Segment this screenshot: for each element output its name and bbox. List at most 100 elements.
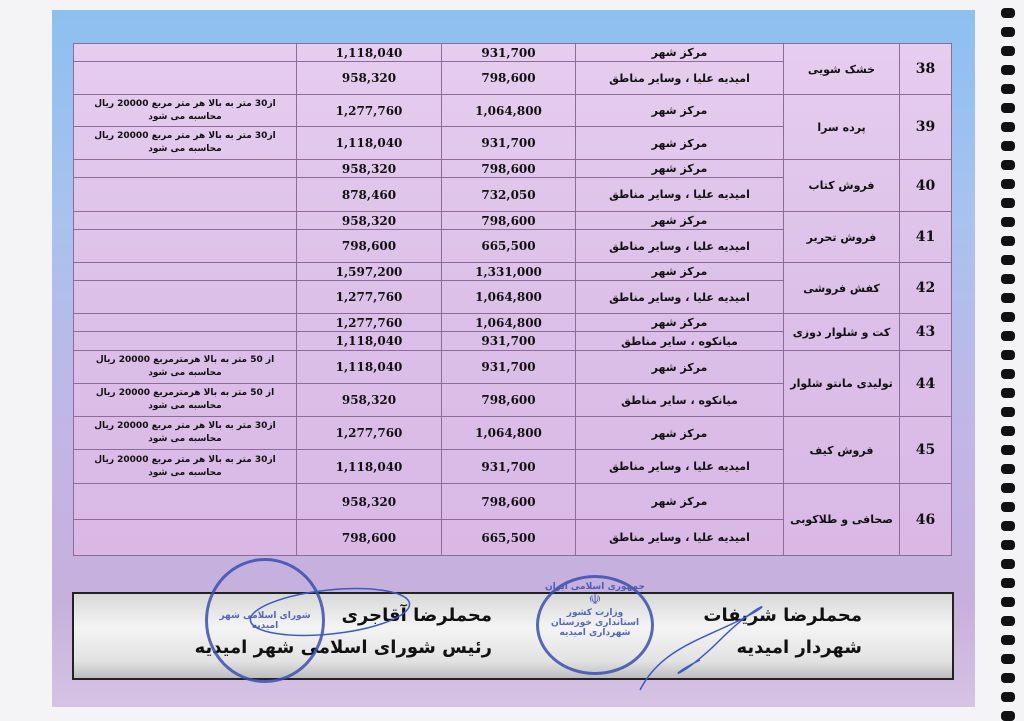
emblem-icon: ☫ [588,592,602,608]
row-number: 39 [899,94,952,160]
council-stamp: شورای اسلامی شهر امیدیه [205,558,325,683]
binding-hole [1001,559,1015,569]
binding-hole [1001,502,1015,512]
binding-hole [1001,122,1015,132]
stamp-top-text: جمهوری اسلامی ایران [544,582,646,592]
table-row: 41 فروش تحریر مرکز شهر 798,600 958,320 [73,211,952,263]
binding-hole [1001,616,1015,626]
base-price-cell: 931,700 [441,43,576,62]
table-row: 45 فروش کیف مرکز شهر 1,064,800 1,277,760 از30… [73,416,952,484]
table-row: میانکوه ، سایر مناطق 798,600 958,320 از 50 … [73,383,952,417]
mayor-signature: محملرضا شریفات شهردار امیدیه [703,600,862,664]
binding-hole [1001,65,1015,75]
region-cell: امیدیه علیا ، وسایر مناطق [575,229,784,263]
binding-hole [1001,597,1015,607]
note-cell: از30 متر به بالا هر متر مربع 20000 ریال … [73,126,297,160]
total-price-cell: 1,277,760 [296,280,442,314]
binding-hole [1001,312,1015,322]
region-cell: میانکوه ، سایر مناطق [575,331,784,351]
mayor-title: شهردار امیدیه [736,637,862,658]
binding-hole [1001,198,1015,208]
binding-hole [1001,331,1015,341]
activity-name: فروش کتاب [783,159,900,212]
binding-hole [1001,673,1015,683]
binding-hole [1001,141,1015,151]
binding-hole [1001,46,1015,56]
binding-hole [1001,274,1015,284]
tariff-table: 38 خشک شویی مرکز شهر 931,700 1,118,040 امیدیه… [73,43,952,556]
note-cell [73,519,297,556]
binding-hole [1001,654,1015,664]
binding-hole [1001,160,1015,170]
region-cell: امیدیه علیا ، وسایر مناطق [575,519,784,556]
region-cell: امیدیه علیا ، وسایر مناطق [575,177,784,212]
binding-hole [1001,540,1015,550]
binding-hole [1001,426,1015,436]
table-row: امیدیه علیا ، وسایر مناطق 798,600 958,320 [73,61,952,95]
base-price-cell: 665,500 [441,519,576,556]
total-price-cell: 1,118,040 [296,350,442,384]
note-cell [73,280,297,314]
stamp-text: شورای اسلامی شهر امیدیه [219,611,311,631]
binding-hole [1001,711,1015,721]
table-row: 38 خشک شویی مرکز شهر 931,700 1,118,040 [73,43,952,95]
binding-holes [999,0,1019,721]
total-price-cell: 798,600 [296,229,442,263]
binding-hole [1001,483,1015,493]
activity-name: صحافی و طلاکوبی [783,483,900,556]
governorate-stamp: جمهوری اسلامی ایران ☫ وزارت کشور استاندا… [536,575,654,675]
activity-name: کت و شلوار دوزی [783,313,900,351]
council-head-name: محملرضا آقاجری [341,605,492,626]
total-price-cell: 958,320 [296,211,442,230]
binding-hole [1001,369,1015,379]
base-price-cell: 798,600 [441,483,576,520]
binding-hole [1001,388,1015,398]
binding-hole [1001,8,1015,18]
activity-name: فروش تحریر [783,211,900,263]
binding-hole [1001,27,1015,37]
row-number: 45 [899,416,952,484]
note-cell: از 50 متر به بالا هرمترمربع 20000 ریال م… [73,383,297,417]
region-cell: امیدیه علیا ، وسایر مناطق [575,61,784,95]
stamp-line: وزارت کشور [566,608,624,618]
binding-hole [1001,255,1015,265]
total-price-cell: 1,118,040 [296,449,442,484]
binding-hole [1001,84,1015,94]
stamp-line: شهرداری امیدیه [559,628,631,638]
binding-hole [1001,350,1015,360]
binding-hole [1001,293,1015,303]
base-price-cell: 798,600 [441,61,576,95]
table-row: امیدیه علیا ، وسایر مناطق 1,064,800 1,277,… [73,280,952,314]
binding-hole [1001,179,1015,189]
binding-hole [1001,445,1015,455]
mayor-name: محملرضا شریفات [703,605,862,626]
binding-hole [1001,464,1015,474]
row-number: 43 [899,313,952,351]
base-price-cell: 798,600 [441,159,576,178]
base-price-cell: 931,700 [441,350,576,384]
total-price-cell: 798,600 [296,519,442,556]
base-price-cell: 1,064,800 [441,313,576,332]
total-price-cell: 958,320 [296,483,442,520]
total-price-cell: 958,320 [296,383,442,417]
table-row: امیدیه علیا ، وسایر مناطق 665,500 798,600 [73,519,952,556]
binding-hole [1001,521,1015,531]
total-price-cell: 1,118,040 [296,331,442,351]
binding-hole [1001,692,1015,702]
row-number: 38 [899,43,952,95]
activity-name: کفش فروشی [783,262,900,314]
row-number: 41 [899,211,952,263]
table-row: میانکوه ، سایر مناطق 931,700 1,118,040 [73,331,952,351]
table-row: امیدیه علیا ، وسایر مناطق 665,500 798,600 [73,229,952,263]
table-row: 42 کفش فروشی مرکز شهر 1,331,000 1,597,200 [73,262,952,314]
binding-hole [1001,635,1015,645]
base-price-cell: 931,700 [441,449,576,484]
base-price-cell: 732,050 [441,177,576,212]
total-price-cell: 1,277,760 [296,416,442,450]
binding-hole [1001,578,1015,588]
binding-hole [1001,217,1015,227]
row-number: 44 [899,350,952,417]
table-row: امیدیه علیا ، وسایر مناطق 732,050 878,460 [73,177,952,212]
activity-name: خشک شویی [783,43,900,95]
